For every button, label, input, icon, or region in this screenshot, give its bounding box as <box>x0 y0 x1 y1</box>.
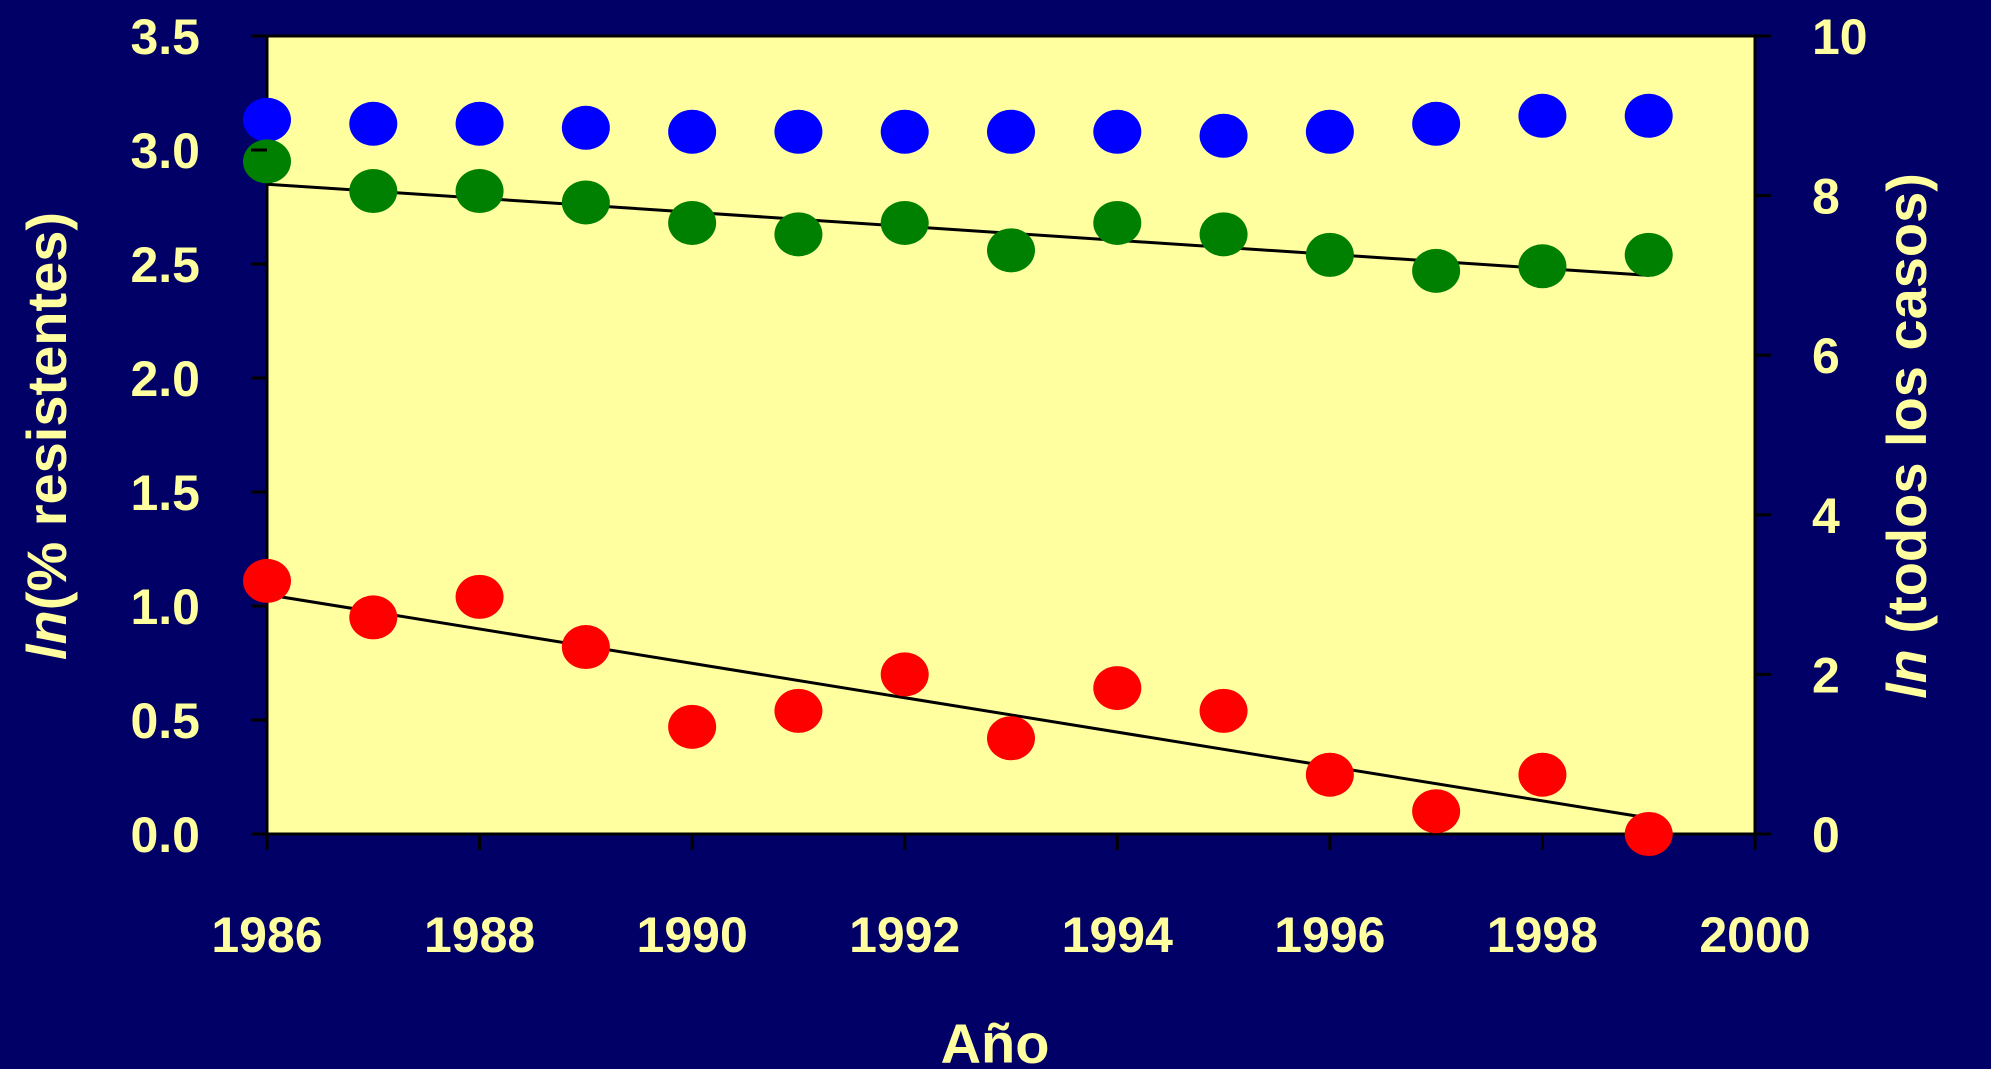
y-axis-right-title-prefix: ln <box>1875 649 1938 699</box>
data-point <box>1305 109 1354 154</box>
data-point <box>1624 812 1673 856</box>
y-left-tick-label: 3.5 <box>130 9 200 65</box>
y-left-tick-label: 1.0 <box>130 579 200 635</box>
data-point <box>668 109 717 154</box>
x-tick-label: 1996 <box>1274 907 1385 963</box>
data-point <box>1305 752 1354 797</box>
x-tick-label: 1998 <box>1487 907 1598 963</box>
data-point <box>1624 93 1673 138</box>
y-right-tick-label: 10 <box>1812 9 1868 65</box>
y-left-tick-label: 2.0 <box>130 351 200 407</box>
y-right-tick-label: 6 <box>1812 328 1840 384</box>
data-point <box>987 228 1035 273</box>
y-left-tick-label: 0.0 <box>130 807 200 863</box>
data-point <box>774 109 823 154</box>
trend-line <box>266 593 1649 820</box>
data-point <box>1199 688 1248 733</box>
y-axis-left-title-rest: (% resistentes) <box>15 212 78 610</box>
data-point <box>1518 244 1567 289</box>
data-point <box>1518 752 1567 797</box>
x-tick-label: 2000 <box>1699 907 1810 963</box>
data-point <box>561 105 610 150</box>
y-axis-left-title: ln(% resistentes) <box>15 212 78 660</box>
data-point <box>668 200 717 245</box>
data-point <box>1624 232 1673 277</box>
data-point <box>1199 113 1248 158</box>
y-right-tick-label: 4 <box>1812 488 1840 544</box>
data-point <box>455 101 504 146</box>
data-point <box>349 595 398 640</box>
axis-ticks <box>251 34 1771 850</box>
data-point <box>774 688 823 733</box>
data-point <box>774 212 823 257</box>
data-point <box>987 109 1035 154</box>
y-left-tick-label: 3.0 <box>130 123 200 179</box>
data-point <box>880 652 929 697</box>
data-point <box>243 139 291 184</box>
data-point <box>455 169 504 214</box>
y-axis-right-title: ln (todos los casos) <box>1875 173 1938 699</box>
data-point <box>243 97 291 142</box>
data-points <box>243 93 1673 856</box>
data-point <box>561 625 610 670</box>
axis-tick-labels: 1986 1988 1990 1992 1994 1996 1998 2000 0.0 0.5 1.… <box>130 9 1867 963</box>
data-point <box>1412 248 1461 293</box>
data-point <box>1199 212 1248 257</box>
data-point <box>1093 200 1142 245</box>
y-left-tick-label: 0.5 <box>130 693 200 749</box>
data-point <box>1093 109 1142 154</box>
data-point <box>987 716 1035 761</box>
x-tick-label: 1988 <box>424 907 535 963</box>
data-point <box>243 558 291 603</box>
y-right-tick-label: 0 <box>1812 807 1840 863</box>
x-tick-label: 1992 <box>849 907 960 963</box>
data-point <box>349 101 398 146</box>
data-point <box>880 200 929 245</box>
data-point <box>1305 232 1354 277</box>
y-left-tick-label: 1.5 <box>130 465 200 521</box>
x-tick-label: 1994 <box>1062 907 1173 963</box>
data-point <box>1412 789 1461 834</box>
y-left-tick-label: 2.5 <box>130 237 200 293</box>
y-axis-left-title-prefix: ln <box>15 610 78 660</box>
data-point <box>1412 101 1461 146</box>
data-point <box>561 180 610 225</box>
y-right-tick-label: 2 <box>1812 647 1840 703</box>
plot-area <box>265 34 1757 836</box>
x-tick-label: 1990 <box>637 907 748 963</box>
y-axis-right-title-rest: (todos los casos) <box>1875 173 1938 649</box>
x-tick-label: 1986 <box>211 907 322 963</box>
data-point <box>1518 93 1567 138</box>
data-point <box>1093 666 1142 711</box>
y-right-tick-label: 8 <box>1812 169 1840 225</box>
data-point <box>880 109 929 154</box>
data-point <box>455 574 504 619</box>
data-point <box>668 704 717 749</box>
x-axis-title: Año <box>941 1012 1050 1069</box>
data-point <box>349 169 398 214</box>
